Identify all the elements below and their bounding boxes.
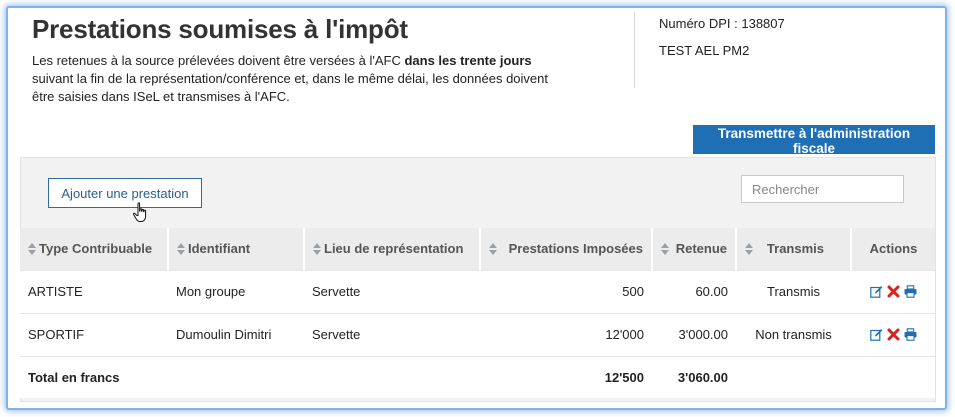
cell-transmis: Transmis [736,269,851,313]
print-icon[interactable] [904,285,917,298]
cell-type: SPORTIF [20,312,168,356]
intro-text-part2: suivant la fin de la représentation/conf… [32,71,548,104]
sort-icon[interactable] [661,242,669,255]
column-label-retenue: Retenue [675,241,727,257]
column-header-actions: Actions [851,228,935,270]
sort-icon[interactable] [28,242,36,255]
cell-transmis: Non transmis [736,312,851,356]
column-header-lieu[interactable]: Lieu de représentation [304,228,481,270]
search-input[interactable] [741,175,904,203]
sort-icon[interactable] [489,242,497,255]
table-row: SPORTIF Dumoulin Dimitri Servette 12'000… [20,312,935,356]
edit-icon[interactable] [869,285,883,298]
print-icon[interactable] [904,328,917,341]
column-label-identifiant: Identifiant [188,241,251,257]
hand-cursor-icon [132,202,147,222]
intro-text-bold: dans les trente jours [404,53,532,68]
column-header-prestations[interactable]: Prestations Imposées [480,228,653,270]
column-header-identifiant[interactable]: Identifiant [168,228,305,270]
total-prestations: 12'500 [480,355,652,398]
cell-lieu: Servette [304,269,480,313]
intro-text: Les retenues à la source prélevées doive… [32,52,552,106]
sort-icon[interactable] [177,242,185,255]
intro-text-part1: Les retenues à la source prélevées doive… [32,53,405,68]
cell-identifiant: Dumoulin Dimitri [168,312,304,356]
cell-retenue: 3'000.00 [652,312,736,356]
column-header-type[interactable]: Type Contribuable [20,228,169,270]
total-retenue: 3'060.00 [652,355,736,398]
total-empty-cell [851,355,935,398]
add-prestation-button[interactable]: Ajouter une prestation [48,178,202,208]
cell-prestations: 500 [480,269,652,313]
table-header-row: Type Contribuable Identifiant Lieu de re… [20,228,935,270]
column-label-lieu: Lieu de représentation [324,241,464,257]
cell-prestations: 12'000 [480,312,652,356]
cell-actions [851,269,935,313]
table-row: ARTISTE Mon groupe Servette 500 60.00 Tr… [20,269,935,313]
header-divider [634,12,635,88]
dpi-number: Numéro DPI : 138807 [659,16,785,31]
organisation-name: TEST AEL PM2 [659,43,750,58]
transmit-button[interactable]: Transmettre à l'administration fiscale [693,125,935,156]
total-row: Total en francs 12'500 3'060.00 [20,355,935,398]
edit-icon[interactable] [869,328,883,341]
total-label: Total en francs [20,355,480,398]
delete-icon[interactable] [887,285,900,298]
column-label-type: Type Contribuable [39,241,153,257]
page-title: Prestations soumises à l'impôt [32,14,408,44]
column-label-transmis: Transmis [766,241,824,257]
column-header-retenue[interactable]: Retenue [652,228,737,270]
cell-lieu: Servette [304,312,480,356]
total-empty-cell [736,355,851,398]
delete-icon[interactable] [887,328,900,341]
app-frame: Prestations soumises à l'impôt Les reten… [6,6,947,410]
sort-icon[interactable] [313,242,321,255]
cell-actions [851,312,935,356]
prestations-table: Type Contribuable Identifiant Lieu de re… [20,228,935,398]
sort-icon[interactable] [745,242,753,255]
cell-type: ARTISTE [20,269,168,313]
cell-retenue: 60.00 [652,269,736,313]
column-label-actions: Actions [869,241,918,257]
column-label-prestations: Prestations Imposées [508,241,643,257]
cell-identifiant: Mon groupe [168,269,304,313]
column-header-transmis[interactable]: Transmis [736,228,852,270]
